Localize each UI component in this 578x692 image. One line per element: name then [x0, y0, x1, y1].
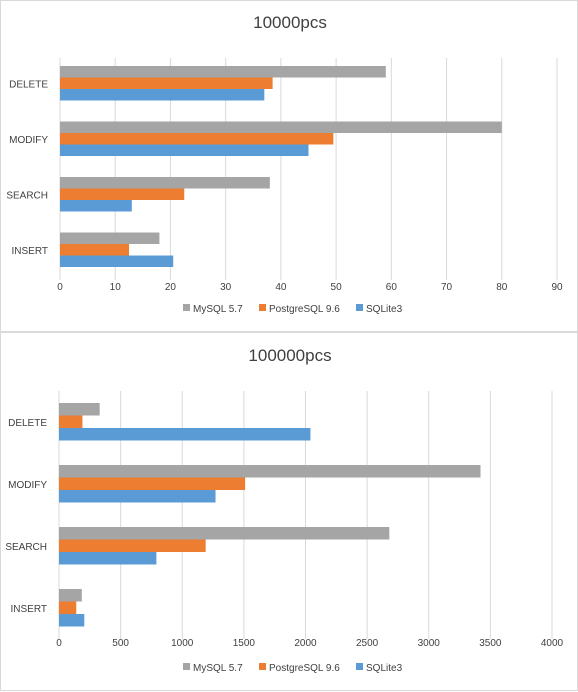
- category-label: SEARCH: [5, 542, 47, 553]
- bar-insert-sqlite3: [60, 255, 174, 267]
- x-tick-label: 90: [551, 282, 563, 293]
- bar-insert-mysql-5-7: [59, 589, 82, 602]
- legend-swatch: [356, 663, 363, 670]
- legend-label: PostgreSQL 9.6: [269, 663, 340, 674]
- x-tick-label: 3000: [418, 638, 441, 649]
- bar-modify-mysql-5-7: [59, 465, 481, 478]
- bar-delete-sqlite3: [60, 89, 265, 101]
- chart-panel-100000pcs: 100000pcs 0 500 1000 1500 2000 2500 3000 3500 40…: [0, 332, 578, 691]
- legend-swatch: [183, 663, 190, 670]
- x-tick-label: 2000: [294, 638, 317, 649]
- bar-delete-mysql-5-7: [59, 403, 100, 416]
- legend-label: MySQL 5.7: [193, 663, 243, 674]
- legend-swatch: [356, 304, 363, 311]
- category-label: INSERT: [11, 604, 48, 615]
- bar-insert-sqlite3: [59, 614, 85, 627]
- bar-insert-mysql-5-7: [60, 232, 160, 244]
- bar-search-sqlite3: [60, 200, 132, 212]
- bar-search-postgresql-9-6: [59, 539, 206, 552]
- chart-10000pcs: 10000pcs 0 10 20 30 40 50 60 70 80 90 DELETE MODIFY…: [6, 13, 563, 315]
- bar-modify-postgresql-9-6: [59, 477, 246, 490]
- x-tick-label: 1000: [171, 638, 194, 649]
- bar-search-mysql-5-7: [60, 177, 270, 189]
- category-label: SEARCH: [6, 190, 48, 201]
- x-tick-label: 0: [56, 638, 62, 649]
- bar-delete-mysql-5-7: [60, 66, 386, 78]
- bar-search-sqlite3: [59, 552, 157, 565]
- chart-panel-10000pcs: 10000pcs 0 10 20 30 40 50 60 70 80 90 DELETE MODIFY…: [0, 0, 578, 332]
- bar-delete-postgresql-9-6: [59, 415, 83, 428]
- bar-modify-mysql-5-7: [60, 121, 502, 133]
- bar-delete-postgresql-9-6: [60, 77, 273, 89]
- x-tick-label: 2500: [356, 638, 379, 649]
- x-tick-label: 70: [441, 282, 453, 293]
- category-label: DELETE: [9, 79, 48, 90]
- x-tick-label: 60: [386, 282, 398, 293]
- x-tick-label: 30: [220, 282, 232, 293]
- category-label: MODIFY: [8, 480, 47, 491]
- x-tick-label: 500: [112, 638, 129, 649]
- x-tick-label: 80: [496, 282, 508, 293]
- category-label: DELETE: [8, 418, 47, 429]
- x-tick-label: 10: [110, 282, 122, 293]
- legend-swatch: [183, 304, 190, 311]
- legend-label: SQLite3: [366, 663, 403, 674]
- x-tick-label: 20: [165, 282, 177, 293]
- x-tick-label: 3500: [479, 638, 502, 649]
- legend-label: MySQL 5.7: [193, 304, 243, 315]
- bar-modify-sqlite3: [59, 490, 216, 503]
- bar-search-postgresql-9-6: [60, 188, 185, 200]
- bar-modify-sqlite3: [60, 144, 309, 156]
- category-label: MODIFY: [9, 135, 48, 146]
- chart-100000pcs: 100000pcs 0 500 1000 1500 2000 2500 3000 3500 40…: [5, 346, 564, 674]
- category-label: INSERT: [12, 246, 49, 257]
- bar-insert-postgresql-9-6: [60, 244, 130, 256]
- bar-search-mysql-5-7: [59, 527, 390, 540]
- x-tick-label: 40: [275, 282, 287, 293]
- x-tick-label: 0: [57, 282, 63, 293]
- bar-delete-sqlite3: [59, 428, 311, 441]
- x-tick-label: 50: [331, 282, 343, 293]
- legend-swatch: [259, 663, 266, 670]
- x-tick-label: 4000: [541, 638, 564, 649]
- bar-insert-postgresql-9-6: [59, 601, 77, 614]
- legend-label: SQLite3: [366, 304, 403, 315]
- chart-title: 10000pcs: [253, 13, 327, 32]
- legend-label: PostgreSQL 9.6: [269, 304, 340, 315]
- legend-swatch: [259, 304, 266, 311]
- bar-modify-postgresql-9-6: [60, 133, 334, 145]
- x-tick-label: 1500: [233, 638, 256, 649]
- chart-title: 100000pcs: [248, 346, 331, 365]
